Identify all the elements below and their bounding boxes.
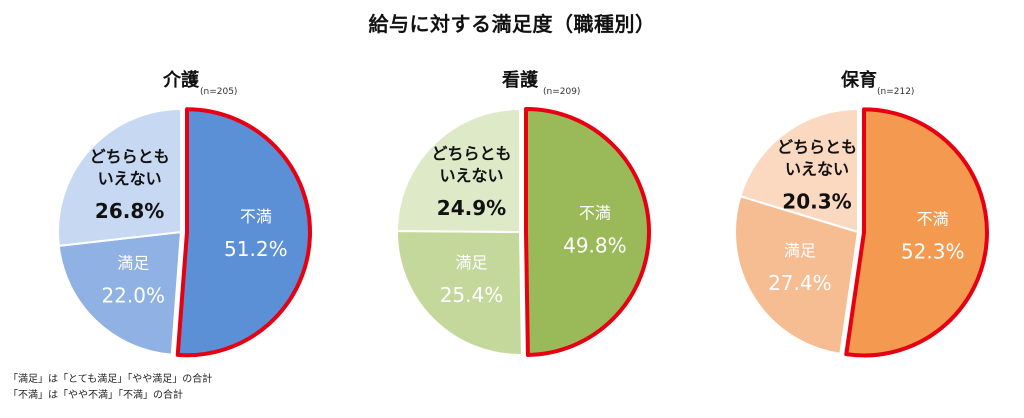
pie-label-kaigo-2-0: どちらとも xyxy=(90,147,170,166)
pie-label-hoiku-1-0: 満足 xyxy=(784,241,816,260)
pie-slice-hoiku-0 xyxy=(845,108,988,357)
pie-label-hoiku-0-0: 不満 xyxy=(917,209,949,228)
pie-slice-kaigo-1 xyxy=(57,230,183,356)
pie-slice-kango-0 xyxy=(525,107,651,356)
pie-slice-kaigo-0 xyxy=(176,108,311,357)
pie-n-kango: (n=209) xyxy=(543,87,581,97)
pie-label-kaigo-1-0: 満足 xyxy=(117,254,149,273)
pie-label-hoiku-2-1: いえない xyxy=(785,160,849,179)
pie-title-hoiku: 保育 xyxy=(841,70,877,91)
chart-title: 給与に対する満足度（職種別） xyxy=(368,12,656,36)
pie-slice-kaigo-2 xyxy=(57,107,182,247)
pie-value-kaigo-0: 51.2% xyxy=(224,237,288,261)
pie-slice-hoiku-2 xyxy=(739,107,859,234)
footnote-satisfied: 「満足」は「とても満足」「やや満足」の合計 xyxy=(8,374,213,385)
pie-slice-kango-2 xyxy=(395,107,521,234)
pie-value-kango-0: 49.8% xyxy=(563,233,627,257)
pie-value-kaigo-2: 26.8% xyxy=(95,199,164,223)
pie-value-kango-1: 25.4% xyxy=(440,283,504,307)
pie-label-kaigo-0-0: 不満 xyxy=(240,207,272,226)
pie-value-hoiku-1: 27.4% xyxy=(768,271,832,295)
pie-label-kaigo-2-1: いえない xyxy=(98,169,162,188)
pie-n-hoiku: (n=212) xyxy=(877,87,915,97)
pie-label-kango-2-1: いえない xyxy=(439,166,503,185)
pie-label-hoiku-2-0: どちらとも xyxy=(777,138,857,157)
pie-highlight-outline-hoiku xyxy=(844,107,989,358)
pie-label-kango-1-0: 満足 xyxy=(455,253,487,272)
footnotes: 「満足」は「とても満足」「やや満足」の合計 「不満」は「やや不満」「不満」の合計 xyxy=(8,372,212,404)
pie-highlight-outline-kango xyxy=(524,106,652,357)
footnote-dissatisfied: 「不満」は「やや不満」「不満」の合計 xyxy=(8,390,183,401)
pie-highlight-outline-kaigo xyxy=(175,107,312,358)
pie-n-kaigo: (n=205) xyxy=(200,87,238,97)
pie-value-kaigo-1: 22.0% xyxy=(101,284,165,308)
pie-label-kango-2-0: どちらとも xyxy=(431,144,511,163)
pie-slice-hoiku-1 xyxy=(734,194,860,355)
pie-value-hoiku-2: 20.3% xyxy=(782,190,851,214)
pie-title-kango: 看護 xyxy=(502,70,538,91)
pie-title-kaigo: 介護 xyxy=(163,70,199,91)
pie-label-kango-0-0: 不満 xyxy=(579,203,611,222)
pie-value-hoiku-0: 52.3% xyxy=(901,239,965,263)
pie-value-kango-2: 24.9% xyxy=(437,196,506,220)
pie-slice-kango-1 xyxy=(396,230,523,356)
